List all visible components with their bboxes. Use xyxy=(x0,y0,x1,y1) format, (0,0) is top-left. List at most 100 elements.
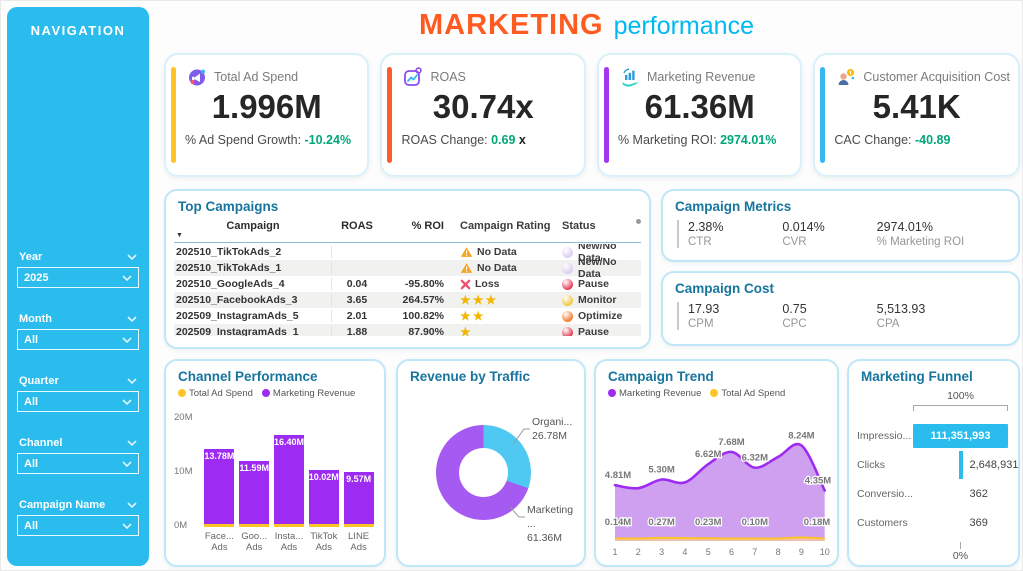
donut-chart[interactable] xyxy=(436,425,531,520)
funnel-bottom-tick xyxy=(960,542,961,549)
table-row[interactable]: 202510_TikTokAds_1 No Data New/No Data xyxy=(174,256,641,280)
legend-dot-spend xyxy=(710,389,719,397)
revenue-by-traffic-title: Revenue by Traffic xyxy=(410,369,531,384)
kpi-value: 5.41K xyxy=(872,88,961,125)
megaphone-icon xyxy=(189,69,205,86)
filter-select-year[interactable]: 2025 xyxy=(17,267,139,288)
bar-goo-ads[interactable]: 11.59M xyxy=(239,461,270,527)
legend-dot-revenue xyxy=(261,389,270,397)
trend-data-label: 4.81M xyxy=(605,470,631,481)
funnel-bottom-axis: 0% xyxy=(857,540,1008,562)
funnel-value: 2,648,931 xyxy=(969,459,1019,471)
y-axis-tick: 10M xyxy=(174,466,193,477)
roas-trend-icon xyxy=(404,67,423,86)
filter-label-quarter[interactable]: Quarter xyxy=(17,375,139,391)
filter-select-campaign-name[interactable]: All xyxy=(17,515,139,536)
trend-data-label: 7.68M xyxy=(718,437,744,448)
bar-spend-segment xyxy=(273,524,304,527)
kpi-card-marketing-revenue[interactable]: Marketing Revenue 61.36M % Marketing ROI… xyxy=(596,53,803,177)
trend-x-tick: 4 xyxy=(682,547,687,557)
trend-x-tick: 10 xyxy=(820,547,830,557)
bar-line-ads[interactable]: 9.57M xyxy=(343,472,374,527)
bar-spend-segment xyxy=(343,524,374,527)
funnel-value: 369 xyxy=(969,517,988,529)
status-dot-icon xyxy=(562,246,573,258)
metric-cvr: 0.014% CVR xyxy=(782,220,825,248)
x-axis-label: Insta... Ads xyxy=(274,531,304,553)
table-row[interactable]: 202510_GoogleAds_4 0.04 -95.80% Loss Pause xyxy=(176,278,609,290)
revenue-line xyxy=(613,442,826,492)
status-dot-icon xyxy=(562,326,573,336)
table-body: 202510_TikTokAds_2 No Data New/No Data 2025… xyxy=(174,244,641,336)
trend-legend: Marketing Revenue Total Ad Spend xyxy=(596,388,837,399)
campaign-cost-row: 17.93 CPM 0.75 CPC 5,513.93 CPA xyxy=(677,302,1004,330)
bar-insta-ads[interactable]: 16.40M xyxy=(274,435,304,527)
filter-label-channel[interactable]: Channel xyxy=(17,437,139,453)
kpi-accent-bar xyxy=(603,67,609,163)
trend-data-label: 6.32M xyxy=(742,453,768,464)
filter-label-campaign-name[interactable]: Campaign Name xyxy=(17,499,139,515)
sort-indicator[interactable]: ▼ xyxy=(176,232,183,239)
campaign-cost-card: Campaign Cost 17.93 CPM 0.75 CPC 5,513.93 CPA xyxy=(661,271,1020,346)
metric-ctr: 2.38% CTR xyxy=(688,220,724,248)
trend-x-tick: 6 xyxy=(729,547,734,557)
kpi-title: Marketing Revenue xyxy=(646,70,756,84)
funnel-stage-label: Customers xyxy=(857,517,908,529)
funnel-100-label: 100% xyxy=(947,390,974,402)
filter-select-channel[interactable]: All xyxy=(17,453,139,474)
cross-icon xyxy=(460,279,471,289)
customer-cost-icon xyxy=(838,68,855,85)
scrollbar-thumb[interactable] xyxy=(636,219,641,224)
top-campaigns-card: Top Campaigns Campaign ROAS % ROI Campai… xyxy=(164,189,651,349)
spend-data-label: 0.18M xyxy=(804,517,830,528)
kpi-card-customer-acquisition-cost[interactable]: Customer Acquisition Cost 5.41K CAC Chan… xyxy=(813,53,1020,177)
legend-dot-spend xyxy=(178,389,186,397)
kpi-subtext: % Ad Spend Growth: -10.24% xyxy=(185,133,352,147)
funnel-bar[interactable]: 111,351,993 xyxy=(913,424,1008,448)
table-row[interactable]: 202509_InstagramAds_5 2.01 100.82% ★★ Optimi… xyxy=(176,309,623,323)
table-header[interactable]: Campaign ROAS % ROI Campaign Rating Stat… xyxy=(226,220,596,232)
filter-label-year[interactable]: Year xyxy=(17,251,139,267)
funnel-stage-conversio-: Conversio... 362 xyxy=(857,482,1008,506)
campaign-trend-title: Campaign Trend xyxy=(608,369,714,384)
page-title-light: performance xyxy=(613,12,754,40)
campaign-metrics-title: Campaign Metrics xyxy=(675,199,792,214)
kpi-accent-bar xyxy=(387,67,393,163)
funnel-stage-label: Conversio... xyxy=(857,488,913,500)
revenue-by-traffic-card: Revenue by Traffic Organi... 26.78M Mark… xyxy=(396,359,586,567)
campaign-cost-title: Campaign Cost xyxy=(675,281,775,296)
table-row[interactable]: 202509_InstagramAds_1 1.88 87.90% ★ Pause xyxy=(174,324,641,336)
metric-cpc: 0.75 CPC xyxy=(782,302,807,330)
funnel-bar[interactable] xyxy=(958,451,963,479)
funnel-stage-customers: Customers 369 xyxy=(857,511,1008,535)
channel-performance-title: Channel Performance xyxy=(178,369,318,384)
filter-year: Year 2025 xyxy=(17,251,139,288)
table-row[interactable]: 202510_FacebookAds_3 3.65 264.57% ★★★ Monito… xyxy=(174,292,641,308)
filter-select-quarter[interactable]: All xyxy=(17,391,139,412)
filter-label-month[interactable]: Month xyxy=(17,313,139,329)
kpi-card-roas[interactable]: ROAS 30.74x ROAS Change: 0.69 x xyxy=(380,53,586,177)
revenue-area[interactable] xyxy=(615,444,825,541)
spend-line xyxy=(614,536,825,540)
spend-data-label: 0.27M xyxy=(648,517,674,528)
kpi-card-total-ad-spend[interactable]: Total Ad Spend 1.996M % Ad Spend Growth:… xyxy=(164,53,370,177)
channel-performance-card: Channel Performance Total Ad Spend Marke… xyxy=(164,359,386,567)
filter-channel: Channel All xyxy=(17,437,139,474)
table-row[interactable]: 202510_TikTokAds_2 No Data New/No Data xyxy=(176,244,617,264)
bar-chart-x-labels: Face... Ads Goo... Ads Insta... Ads TikTok Ads L… xyxy=(202,531,376,553)
funnel-stage-label: Impressio... xyxy=(857,430,912,442)
bar-face-ads[interactable]: 13.78M xyxy=(204,449,234,527)
trend-x-tick: 1 xyxy=(612,547,617,557)
bar-value-label: 11.59M xyxy=(239,463,269,474)
star-rating-icon: ★ xyxy=(460,325,473,336)
filter-select-month[interactable]: All xyxy=(17,329,139,350)
filter-quarter: Quarter All xyxy=(17,375,139,412)
trend-x-tick: 2 xyxy=(636,547,641,557)
campaign-trend-card: Campaign Trend Marketing Revenue Total A… xyxy=(594,359,839,567)
bar-tiktok-ads[interactable]: 10.02M xyxy=(309,469,339,527)
kpi-title: Customer Acquisition Cost xyxy=(863,70,1010,84)
page-title-bold: MARKETING xyxy=(419,9,604,41)
funnel-value: 362 xyxy=(969,488,988,500)
y-axis-tick: 20M xyxy=(174,412,193,423)
